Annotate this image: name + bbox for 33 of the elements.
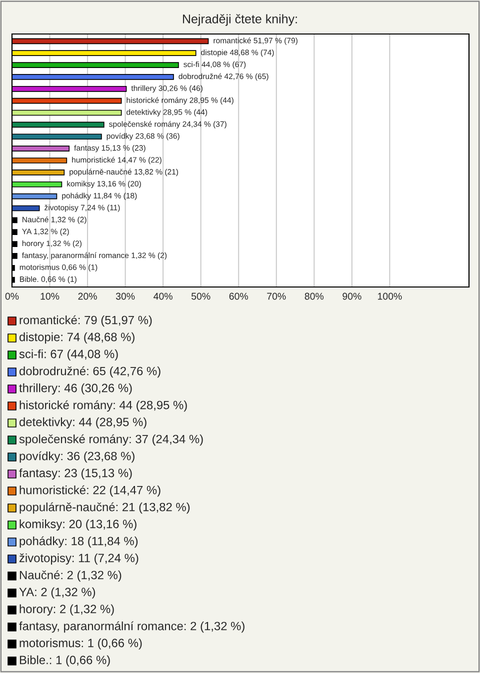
text: detektivky: 44 (28,95 %) (20, 417, 146, 429)
x-tick-label: 60% (229, 292, 248, 300)
text: romantické: 79 (51,97 %) (20, 315, 152, 327)
text: populárně-naučné: 21 (13,82 %) (20, 502, 190, 514)
text: Bible.: 1 (0,66 %) (20, 655, 110, 667)
text: motorismus: 1 (0,66 %) (20, 638, 142, 650)
text: společenské romány: 37 (24,34 %) (19, 434, 203, 446)
x-tick-label: 70% (267, 292, 286, 300)
x-tick-label: 90% (342, 292, 362, 300)
text: povídky: 36 (23,68 %) (20, 451, 134, 463)
x-tick-label: 10% (40, 292, 60, 300)
text: distopie: 74 (48,68 %) (20, 332, 134, 344)
text: pohádky: 18 (11,84 %) (20, 536, 138, 548)
text: thrillery: 46 (30,26 %) (19, 383, 132, 395)
text: sci-fi: 67 (44,08 %) (19, 349, 118, 361)
text: YA: 2 (1,32 %) (19, 587, 96, 599)
text: fantasy: 23 (15,13 %) (19, 468, 132, 480)
text: historické romány: 44 (28,95 %) (20, 400, 187, 412)
x-tick-label: 30% (116, 292, 135, 300)
text: horory: 2 (1,32 %) (20, 604, 114, 616)
x-tick-label: 50% (192, 292, 210, 300)
x-tick-label: 100% (378, 292, 402, 300)
text: komiksy: 20 (13,16 %) (20, 519, 136, 531)
x-tick-label: 80% (304, 292, 324, 300)
text: dobrodružné: 65 (42,76 %) (20, 366, 160, 378)
text: Naučné: 2 (1,32 %) (20, 570, 122, 582)
x-tick-label: 40% (154, 292, 172, 300)
x-tick-label: 0% (5, 292, 19, 300)
text: humoristické: 22 (14,47 %) (20, 485, 160, 497)
text: životopisy: 11 (7,24 %) (19, 553, 138, 565)
x-tick-label: 20% (78, 292, 97, 300)
chart-title: Nejraději čtete knihy: (183, 14, 297, 26)
text: fantasy, paranormální romance: 2 (1,32 %) (19, 621, 244, 633)
